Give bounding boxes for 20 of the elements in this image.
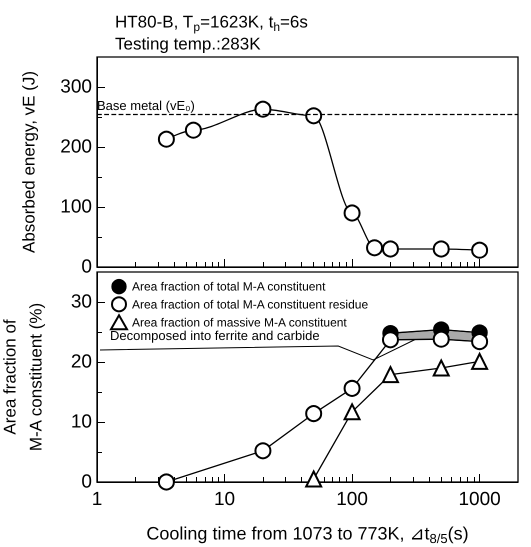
legend-label: Area fraction of total M-A constituent [132, 280, 326, 294]
x-tick-label: 1 [92, 489, 102, 510]
x-tick-label: 1000 [458, 489, 501, 510]
legend-label: Area fraction of massive M-A constituent [132, 315, 348, 330]
annotation: Decomposed into ferrite and carbide [110, 328, 320, 343]
y-tick-label: 0 [81, 472, 92, 492]
y-tick-label: 20 [70, 352, 92, 372]
legend-label: Area fraction of total M-A constituent residue [132, 297, 368, 312]
y-tick-label: 10 [70, 412, 92, 432]
y-tick-label: 200 [60, 136, 92, 158]
x-tick-label: 10 [214, 489, 236, 510]
y-tick-label: 0 [81, 256, 92, 278]
y-axis-title: Area fraction of M-A constituent (%) [0, 302, 46, 452]
x-tick-label: 100 [336, 489, 368, 510]
y-axis-title: Absorbed energy, vE (J) [20, 70, 38, 254]
chart-subtitle: Testing temp.:283K [115, 34, 262, 54]
y-tick-label: 100 [60, 196, 92, 218]
y-tick-label: 30 [70, 292, 92, 312]
y-tick-label: 300 [60, 76, 92, 98]
ref-line-label: Base metal (vE₀) [97, 98, 195, 113]
